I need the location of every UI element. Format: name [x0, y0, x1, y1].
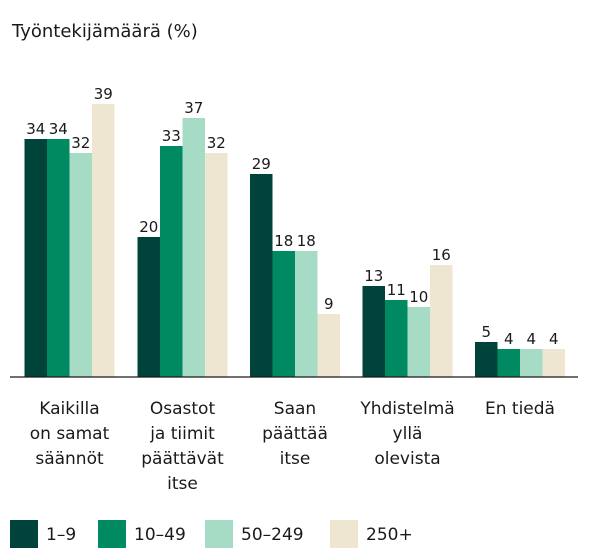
category-label-2-line-2: ja tiimit	[149, 424, 215, 444]
value-label-1-2: 34	[49, 120, 68, 138]
legend-swatch-3	[205, 520, 233, 548]
category-label-3-line-1: Saan	[274, 399, 316, 419]
category-label-4-line-2: yllä	[393, 424, 423, 444]
bar-2-2	[160, 146, 183, 377]
bar-3-2	[272, 251, 295, 377]
bar-1-4	[92, 104, 115, 377]
category-label-5-line-1: En tiedä	[485, 399, 555, 419]
value-label-4-2: 11	[387, 281, 406, 299]
bar-3-1	[250, 174, 273, 377]
category-label-3-line-2: päättää	[262, 424, 328, 444]
category-label-4-line-3: olevista	[374, 449, 440, 469]
category-label-1-line-1: Kaikilla	[39, 399, 99, 419]
legend-label-2: 10–49	[134, 525, 186, 545]
bar-5-4	[542, 349, 565, 377]
value-label-1-1: 34	[26, 120, 45, 138]
value-label-3-3: 18	[297, 232, 316, 250]
value-label-2-2: 33	[162, 127, 181, 145]
category-label-2-line-3: päättävät	[141, 449, 224, 469]
category-label-4-line-1: Yhdistelmä	[359, 399, 454, 419]
category-label-2-line-4: itse	[167, 474, 198, 494]
value-label-4-3: 10	[409, 288, 428, 306]
value-label-1-4: 39	[94, 85, 113, 103]
legend-label-1: 1–9	[46, 525, 76, 545]
category-label-2-line-1: Osastot	[150, 399, 216, 419]
bar-1-3	[69, 153, 92, 377]
legend: 1–9 10–49 50–249 250+	[10, 520, 413, 548]
legend-label-4: 250+	[366, 525, 413, 545]
bar-5-3	[520, 349, 543, 377]
bar-4-1	[362, 286, 385, 377]
value-label-4-4: 16	[432, 246, 451, 264]
value-label-1-3: 32	[71, 134, 90, 152]
chart-title: Työntekijämäärä (%)	[11, 21, 198, 42]
value-label-5-4: 4	[549, 330, 559, 348]
bar-2-4	[205, 153, 228, 377]
bar-3-4	[317, 314, 340, 377]
bar-4-3	[407, 307, 430, 377]
bar-3-3	[295, 251, 318, 377]
bar-5-2	[497, 349, 520, 377]
legend-swatch-4	[330, 520, 358, 548]
value-label-3-4: 9	[324, 295, 334, 313]
category-label-3-line-3: itse	[280, 449, 311, 469]
legend-swatch-2	[98, 520, 126, 548]
bar-4-4	[430, 265, 453, 377]
bars-group	[24, 104, 565, 377]
value-label-2-1: 20	[139, 218, 158, 236]
value-label-4-1: 13	[364, 267, 383, 285]
category-label-1-line-2: on samat	[30, 424, 110, 444]
value-label-5-3: 4	[526, 330, 536, 348]
category-labels-group: Kaikilla on samat säännöt Osastot ja tiimit p…	[30, 399, 555, 494]
bar-4-2	[385, 300, 408, 377]
value-label-5-2: 4	[504, 330, 514, 348]
category-label-1-line-3: säännöt	[35, 449, 104, 469]
value-label-3-2: 18	[274, 232, 293, 250]
legend-swatch-1	[10, 520, 38, 548]
value-label-2-3: 37	[184, 99, 203, 117]
value-label-5-1: 5	[481, 323, 491, 341]
value-label-3-1: 29	[252, 155, 271, 173]
legend-label-3: 50–249	[241, 525, 304, 545]
value-label-2-4: 32	[207, 134, 226, 152]
bar-1-2	[47, 139, 70, 377]
bar-2-3	[182, 118, 205, 377]
bar-5-1	[475, 342, 498, 377]
bar-2-1	[137, 237, 160, 377]
bar-1-1	[24, 139, 47, 377]
